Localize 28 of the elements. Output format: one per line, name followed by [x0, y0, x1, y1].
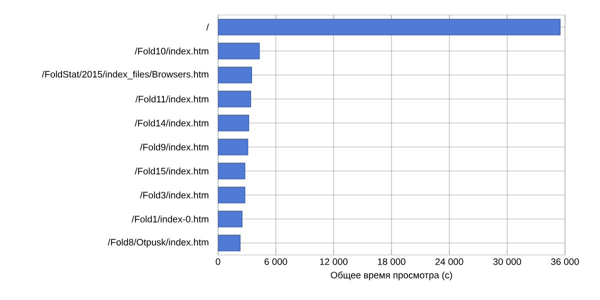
x-tick-label: 18 000	[378, 258, 406, 265]
x-axis-title: Общее время просмотра (с)	[330, 271, 452, 280]
bar	[218, 90, 252, 108]
y-tick-label: /Fold9/index.htm	[140, 144, 208, 150]
x-tick-label: 36 000	[551, 258, 579, 265]
bar	[218, 186, 246, 204]
x-tick-label: 24 000	[436, 258, 464, 265]
y-tick-label: /Fold1/index-0.htm	[132, 216, 208, 222]
y-tick-label: /FoldStat/2015/index_files/Browsers.htm	[42, 70, 208, 80]
y-tick-label: /Fold11/index.htm	[135, 96, 208, 102]
y-tick-label: /Fold15/index.htm	[134, 168, 208, 174]
x-tick-label: 30 000	[493, 258, 522, 265]
bar	[218, 114, 250, 132]
bar	[218, 210, 242, 228]
x-tick-label: 0	[216, 258, 220, 265]
y-tick-label: /Fold10/index.htm	[134, 48, 208, 54]
bar	[218, 162, 246, 180]
y-tick-label: /Fold3/index.htm	[140, 192, 208, 198]
x-tick-label: 6 000	[264, 258, 288, 265]
bar	[218, 18, 560, 36]
y-tick-label: /Fold8/Otpusk/index.htm	[108, 238, 208, 248]
y-tick-label: /Fold14/index.htm	[134, 120, 208, 126]
bar	[218, 234, 240, 252]
y-tick-label: /	[206, 24, 209, 30]
bar	[218, 42, 260, 60]
x-tick-label: 12 000	[320, 258, 348, 265]
bar	[218, 138, 248, 156]
bar	[218, 66, 252, 84]
